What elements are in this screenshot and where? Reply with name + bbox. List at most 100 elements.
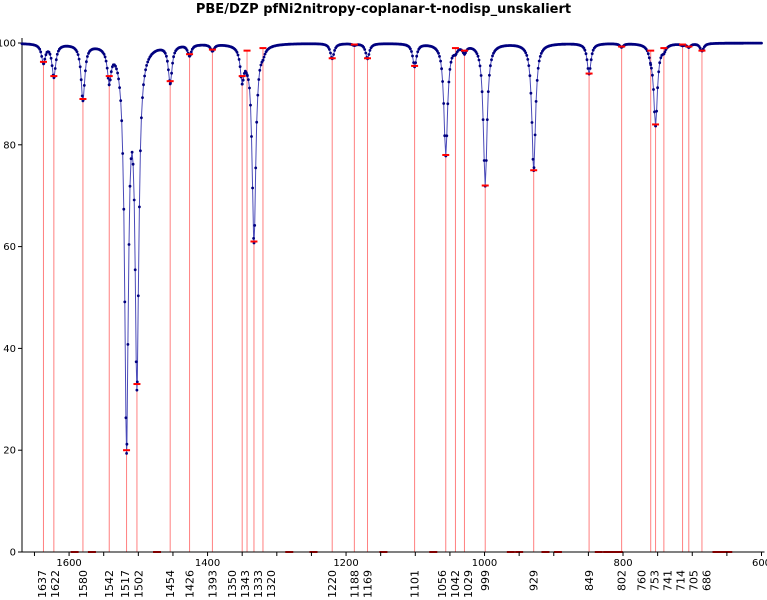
peak-label: 849 (583, 570, 596, 591)
spectrum-point (43, 57, 47, 61)
spectrum-point (329, 51, 332, 55)
spectrum-point (415, 54, 419, 58)
spectrum-point (123, 300, 127, 304)
spectrum-point (527, 64, 531, 67)
spectrum-point (410, 50, 413, 53)
spectrum-point (655, 109, 658, 113)
spectrum-point (259, 63, 263, 67)
spectrum-point (253, 224, 257, 227)
spectrum-point (262, 55, 266, 59)
spectrum-point (583, 48, 587, 52)
spectrum-point (103, 55, 107, 59)
spectrum-point (133, 268, 137, 272)
spectrum-point (698, 46, 702, 50)
spectrum-point (446, 102, 450, 106)
spectrum-point (53, 67, 57, 70)
spectrum-point (147, 58, 151, 61)
x-tick-label: 1400 (195, 558, 220, 569)
peak-label: 760 (635, 570, 648, 591)
peak-label: 1169 (362, 570, 375, 598)
spectrum-point (450, 56, 454, 60)
spectrum-point (442, 102, 446, 105)
spectrum-point (172, 55, 176, 59)
peak-label: 929 (528, 570, 541, 591)
spectrum-point (536, 66, 540, 70)
y-tick-label: 20 (3, 446, 16, 457)
spectrum-point (333, 49, 336, 52)
spectrum-point (171, 61, 175, 65)
spectrum-point (107, 83, 111, 87)
spectrum-point (252, 237, 256, 240)
spectrum-point (362, 46, 366, 49)
spectrum-point (85, 60, 88, 64)
spectrum-point (130, 150, 134, 154)
y-tick-label: 40 (3, 344, 16, 355)
spectrum-point (539, 52, 543, 55)
spectrum-point (102, 52, 106, 56)
spectrum-point (491, 54, 494, 58)
spectrum-point (254, 166, 258, 170)
spectrum-point (77, 57, 81, 61)
spectrum-point (257, 78, 261, 81)
spectrum-point (42, 62, 46, 65)
spectrum-point (263, 52, 267, 56)
spectrum-point (475, 52, 479, 55)
spectrum-point (170, 71, 174, 75)
spectrum-point (441, 80, 444, 83)
spectrum-point (144, 68, 148, 72)
spectrum-point (447, 80, 451, 84)
spectrum-point (241, 78, 245, 82)
spectrum-point (238, 65, 242, 68)
spectrum-point (49, 56, 53, 60)
spectrum-point (478, 64, 482, 68)
spectrum-point (525, 54, 529, 57)
spectrum-point (235, 50, 239, 54)
spectrum-point (50, 64, 54, 67)
y-tick-label: 80 (3, 140, 16, 151)
spectrum-point (411, 54, 414, 58)
peak-label: 1188 (348, 570, 361, 598)
spectrum-point (166, 59, 169, 63)
spectrum-point (129, 157, 133, 161)
spectrum-point (368, 49, 372, 52)
spectrum-point (82, 84, 86, 87)
spectrum-point (139, 149, 142, 153)
spectrum-point (55, 52, 59, 56)
spectrum-point (646, 52, 650, 56)
spectrum-point (363, 48, 367, 51)
spectrum-point (589, 58, 593, 62)
spectrum-point (104, 59, 108, 63)
spectrum-point (249, 103, 252, 107)
spectrum-point (448, 68, 452, 71)
spectrum-point (488, 73, 491, 77)
peak-label: 1637 (36, 570, 49, 598)
spectrum-point (258, 68, 262, 72)
spectrum-point (122, 207, 126, 211)
spectrum-point (538, 55, 542, 58)
spectrum-point (480, 90, 484, 94)
peak-label: 1454 (164, 570, 177, 598)
y-tick-label: 60 (3, 242, 16, 253)
spectrum-point (586, 67, 590, 70)
peak-label: 1622 (49, 570, 62, 598)
spectrum-point (584, 52, 588, 56)
spectrum-point (125, 442, 129, 446)
spectrum-point (490, 58, 493, 62)
spectrum-point (248, 86, 251, 90)
peak-label: 1333 (252, 570, 265, 598)
spectrum-point (121, 152, 125, 155)
spectrum-point (135, 388, 139, 392)
peak-label: 686 (700, 570, 713, 591)
spectrum-point (140, 116, 143, 120)
chart-title: PBE/DZP pfNi2nitropy-coplanar-t-nodisp_u… (195, 2, 572, 17)
spectrum-point (142, 83, 145, 87)
spectrum-point (145, 64, 149, 67)
spectrum-point (128, 184, 132, 188)
spectrum-point (240, 82, 244, 86)
x-tick-label: 1000 (472, 558, 497, 569)
spectrum-point (237, 58, 241, 61)
x-tick-label: 1200 (333, 558, 358, 569)
spectrum-point (256, 93, 260, 97)
spectrum-point (482, 159, 486, 162)
spectrum-point (39, 50, 43, 54)
